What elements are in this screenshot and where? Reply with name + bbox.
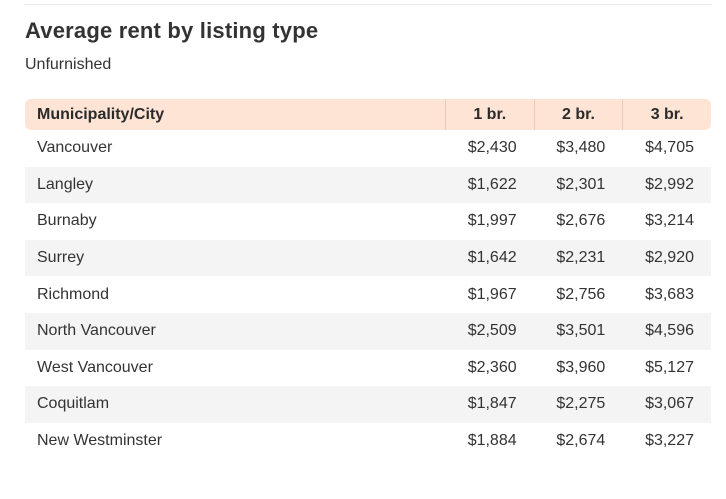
cell-1br: $1,967 [467,285,517,303]
cell-3br: $3,214 [645,212,694,230]
cell-1br: $1,997 [467,212,517,230]
cell-3br: $2,992 [622,166,711,204]
table-row: Burnaby $1,997 $2,676 $3,214 [25,203,711,240]
header-2br: 2 br. [533,99,623,130]
cell-3br: $2,920 [622,239,711,277]
table-row: New Westminster $1,884 $2,674 $3,227 [25,423,711,460]
cell-3br: $5,127 [645,358,694,376]
page-title: Average rent by listing type [25,18,319,43]
cell-2br: $2,275 [533,386,623,423]
cell-city: Richmond [37,285,110,303]
cell-city: New Westminster [37,432,163,450]
cell-2br: $2,676 [556,212,606,230]
cell-2br: $3,480 [556,139,606,157]
cell-1br: $1,642 [444,239,534,277]
table-header-row: Municipality/City 1 br. 2 br. 3 br. [25,99,711,130]
cell-1br: $1,847 [444,386,534,423]
page-subtitle: Unfurnished [25,56,112,73]
cell-3br: $4,596 [622,312,711,350]
cell-city: Langley [25,166,445,204]
cell-city: West Vancouver [37,358,153,376]
cell-2br: $2,674 [556,432,606,450]
table-row: Vancouver $2,430 $3,480 $4,705 [25,130,711,167]
table-row: Richmond $1,967 $2,756 $3,683 [25,276,711,313]
header-municipality: Municipality/City [25,99,445,130]
cell-1br: $1,884 [467,432,517,450]
table-row: North Vancouver $2,509 $3,501 $4,596 [25,312,711,350]
cell-1br: $2,430 [467,139,517,157]
table-row: Surrey $1,642 $2,231 $2,920 [25,239,711,277]
cell-1br: $1,622 [444,166,534,204]
cell-city: Surrey [25,239,445,277]
cell-3br: $3,683 [645,285,694,303]
header-3br: 3 br. [622,99,711,130]
cell-city: North Vancouver [25,312,445,350]
cell-city: Vancouver [37,139,113,157]
cell-2br: $2,301 [533,166,623,204]
cell-city: Coquitlam [25,386,445,423]
table-row: Coquitlam $1,847 $2,275 $3,067 [25,386,711,423]
cell-3br: $3,067 [622,386,711,423]
header-1br: 1 br. [444,99,534,130]
cell-1br: $2,509 [444,312,534,350]
cell-2br: $2,756 [556,285,606,303]
cell-3br: $4,705 [645,139,694,157]
table-row: Langley $1,622 $2,301 $2,992 [25,166,711,204]
cell-city: Burnaby [37,212,97,230]
top-divider [25,4,711,5]
cell-2br: $3,501 [533,312,623,350]
cell-2br: $2,231 [533,239,623,277]
cell-1br: $2,360 [467,358,517,376]
cell-2br: $3,960 [556,358,606,376]
table-row: West Vancouver $2,360 $3,960 $5,127 [25,350,711,387]
cell-3br: $3,227 [645,432,694,450]
rent-table: Municipality/City 1 br. 2 br. 3 br. Vanc… [25,99,711,459]
